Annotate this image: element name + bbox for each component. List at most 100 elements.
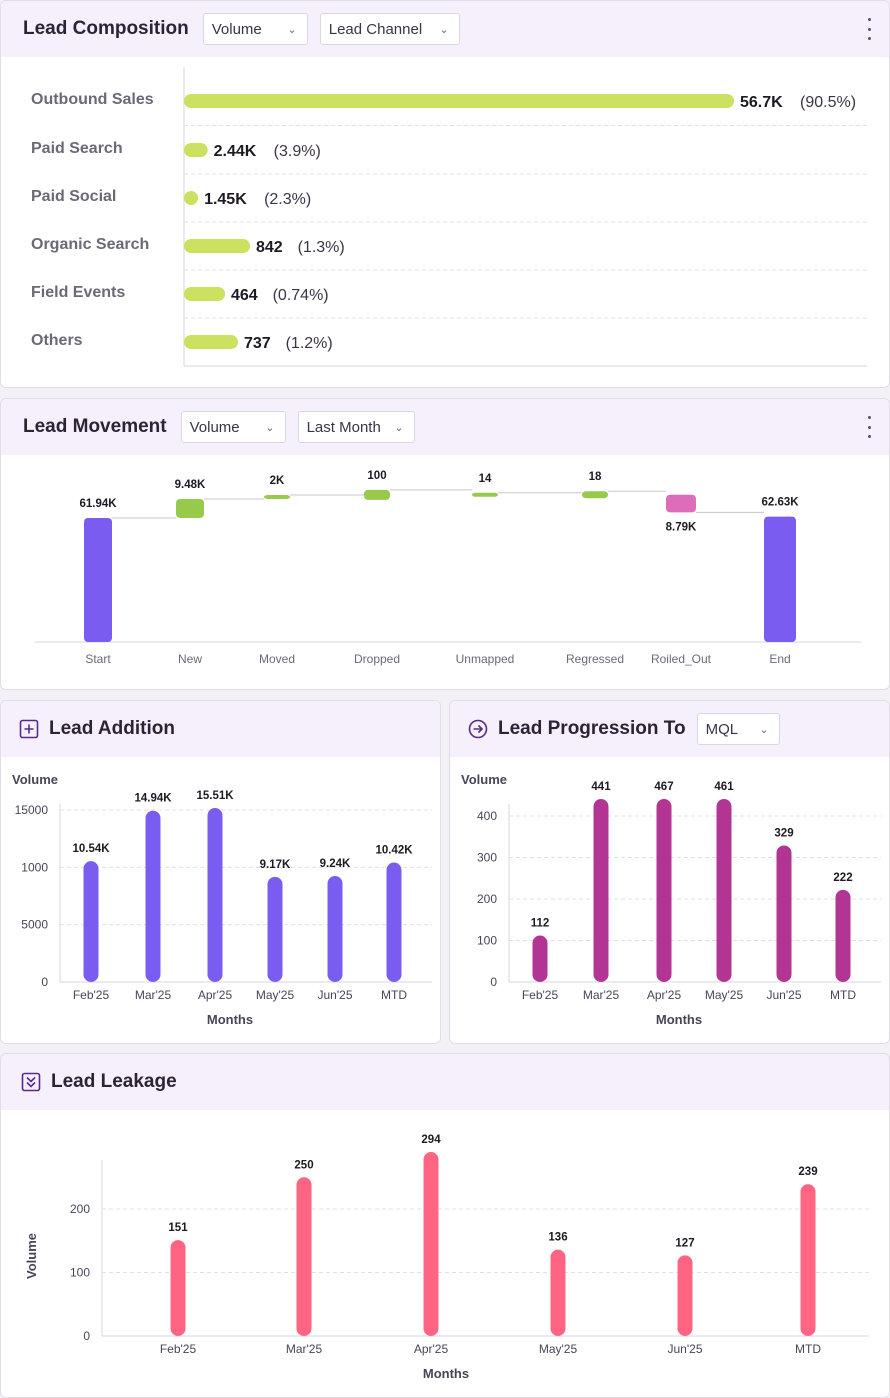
y-tick-label: 0: [490, 975, 497, 989]
y-tick-label: 100: [70, 1266, 90, 1280]
bar: [83, 861, 99, 982]
bar: [184, 335, 238, 349]
y-axis-title: Volume: [12, 772, 58, 787]
x-tick-label: Jun'25: [318, 988, 353, 1002]
x-tick-label: Regressed: [566, 652, 624, 666]
lead-leakage-title: Lead Leakage: [51, 1071, 177, 1092]
data-label: 14: [479, 473, 492, 485]
chevron-down-icon: ⌄: [759, 723, 769, 736]
data-label: 127: [675, 1237, 694, 1249]
chevron-down-icon: ⌄: [265, 421, 275, 434]
metric-dropdown[interactable]: Volume ⌄: [202, 13, 308, 45]
metric-dropdown-value: Volume: [211, 20, 262, 38]
x-tick-label: Mar'25: [286, 1342, 323, 1356]
movement-metric-dropdown[interactable]: Volume ⌄: [180, 411, 286, 443]
lead-composition-card: Lead Composition Volume ⌄ Lead Channel ⌄…: [0, 0, 890, 388]
bar: [800, 1184, 816, 1336]
percent-label: (0.74%): [273, 287, 329, 304]
bar: [145, 810, 161, 982]
arrow-right-circle-icon: [468, 719, 488, 739]
lead-movement-title: Lead Movement: [23, 416, 167, 437]
more-options-icon[interactable]: [863, 18, 875, 40]
data-label: 15.51K: [196, 790, 234, 802]
data-label: 250: [294, 1159, 313, 1171]
y-tick-label: 200: [70, 1202, 90, 1216]
x-axis-title: Months: [656, 1012, 702, 1027]
y-axis-title: Volume: [461, 772, 507, 787]
bar: [170, 1240, 186, 1336]
lead-leakage-header: Lead Leakage: [1, 1054, 889, 1110]
bar: [677, 1255, 693, 1336]
more-options-icon[interactable]: [863, 416, 875, 438]
lead-addition-card: Lead Addition 0 5000 1000 15000 10.54K Feb'25…: [0, 700, 441, 1044]
x-tick-label: Apr'25: [414, 1342, 449, 1356]
x-tick-label: Moved: [259, 652, 295, 666]
bar: [656, 799, 672, 982]
bar: [184, 239, 250, 253]
chevrons-down-square-icon: [21, 1072, 41, 1092]
period-dropdown-value: Last Month: [306, 418, 381, 436]
value-label: 56.7K: [740, 94, 783, 111]
data-label: 112: [531, 918, 550, 930]
movement-waterfall-chart: 61.94K Start 9.48K New 2K Moved 100 Dropped 14 Un…: [35, 470, 861, 666]
waterfall-bar: [472, 492, 498, 497]
x-tick-label: Feb'25: [160, 1342, 197, 1356]
value-label: 737: [244, 335, 271, 352]
percent-label: (3.9%): [274, 143, 321, 160]
bar: [835, 889, 851, 982]
x-tick-label: Jun'25: [668, 1342, 703, 1356]
value-label: 2.44K: [214, 143, 257, 160]
y-tick-label: 15000: [15, 803, 49, 817]
data-label: 222: [833, 872, 852, 884]
bar: [207, 808, 223, 982]
stage-dropdown-value: MQL: [705, 720, 739, 738]
data-label: 467: [654, 781, 673, 793]
percent-label: (1.3%): [298, 239, 345, 256]
group-by-dropdown[interactable]: Lead Channel ⌄: [319, 13, 460, 45]
x-tick-label: Feb'25: [522, 988, 559, 1002]
lead-addition-header: Lead Addition: [1, 701, 440, 757]
x-tick-label: Dropped: [354, 652, 400, 666]
y-tick-label: 5000: [21, 918, 48, 932]
lead-composition-title: Lead Composition: [23, 18, 189, 39]
bar: [327, 876, 343, 982]
x-axis-title: Months: [423, 1366, 469, 1381]
waterfall-bar: [84, 517, 112, 642]
y-tick-label: 100: [477, 934, 497, 948]
bar: [550, 1249, 566, 1336]
period-dropdown[interactable]: Last Month ⌄: [297, 411, 415, 443]
data-label: 61.94K: [79, 498, 117, 510]
bar: [267, 876, 283, 982]
lead-progression-header: Lead Progression To MQL ⌄: [450, 701, 889, 757]
data-label: 62.63K: [761, 497, 799, 509]
bar: [386, 862, 402, 982]
category-label: Others: [31, 332, 83, 349]
lead-progression-chart: 0 100 200 300 400 112 Feb'25 441 Mar'25 467 Apr'25…: [461, 772, 881, 1027]
bar: [184, 143, 208, 157]
data-label: 8.79K: [666, 521, 697, 533]
lead-addition-chart: 0 5000 1000 15000 10.54K Feb'25 14.94K Mar'25 15…: [12, 772, 432, 1027]
lead-progression-title: Lead Progression To: [498, 718, 686, 739]
data-label: 239: [798, 1166, 817, 1178]
bar: [184, 287, 225, 301]
bar: [184, 94, 734, 108]
x-axis-title: Months: [207, 1012, 253, 1027]
x-tick-label: MTD: [830, 988, 856, 1002]
percent-label: (90.5%): [800, 94, 856, 111]
y-axis-title: Volume: [24, 1233, 39, 1279]
lead-addition-title: Lead Addition: [49, 718, 175, 739]
lead-composition-header: Lead Composition Volume ⌄ Lead Channel ⌄: [1, 1, 889, 57]
data-label: 9.24K: [320, 858, 351, 870]
movement-metric-dropdown-value: Volume: [189, 418, 240, 436]
category-label: Paid Search: [31, 140, 123, 157]
bar: [423, 1152, 439, 1336]
bar: [296, 1177, 312, 1336]
data-label: 136: [548, 1232, 567, 1244]
waterfall-bar: [176, 499, 204, 518]
y-tick-label: 400: [477, 809, 497, 823]
stage-dropdown[interactable]: MQL ⌄: [696, 713, 780, 745]
data-label: 18: [589, 471, 602, 483]
bar: [532, 935, 548, 982]
data-label: 461: [714, 781, 734, 793]
waterfall-bar: [582, 491, 608, 499]
